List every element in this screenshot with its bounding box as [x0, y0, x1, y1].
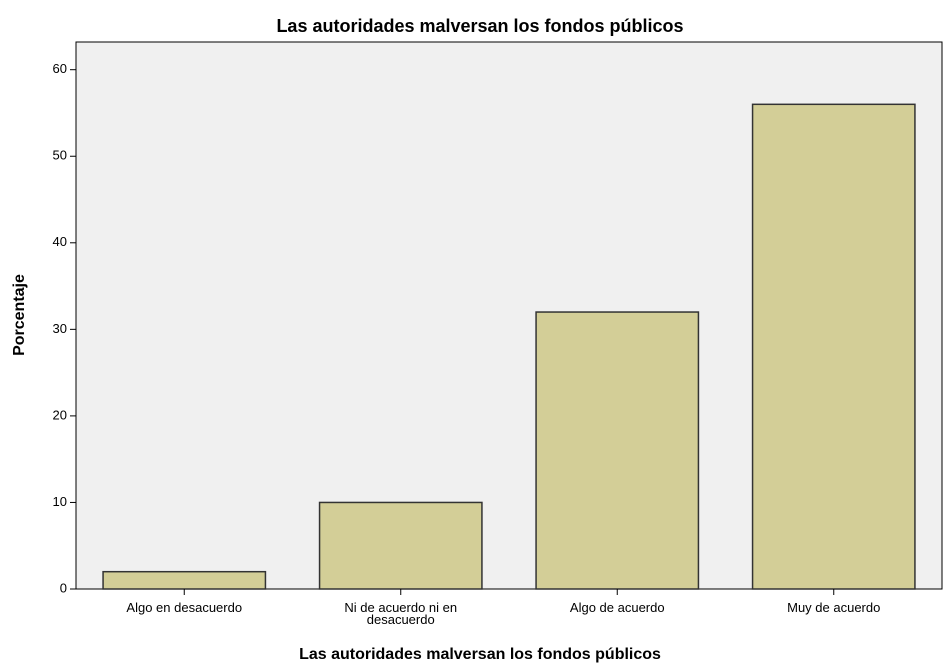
y-tick-label: 60 [53, 61, 67, 76]
y-tick-label: 0 [60, 580, 67, 595]
x-tick-label: Algo en desacuerdo [126, 600, 243, 615]
y-tick-label: 10 [53, 494, 67, 509]
x-axis-title: Las autoridades malversan los fondos púb… [299, 646, 661, 663]
x-tick-label: Algo de acuerdo [569, 600, 665, 615]
y-axis-title: Porcentaje [11, 274, 28, 356]
bar [535, 311, 700, 590]
y-tick-label: 30 [53, 321, 67, 336]
x-tick-label: Ni de acuerdo ni en desacuerdo [344, 600, 458, 627]
y-tick-label: 40 [53, 234, 67, 249]
bar [318, 501, 483, 590]
y-tick-label: 50 [53, 148, 67, 163]
x-tick-label: Muy de acuerdo [787, 600, 881, 615]
chart-title: Las autoridades malversan los fondos púb… [276, 16, 683, 36]
bar [102, 570, 267, 590]
y-tick-label: 20 [53, 407, 67, 422]
bar [751, 103, 916, 590]
